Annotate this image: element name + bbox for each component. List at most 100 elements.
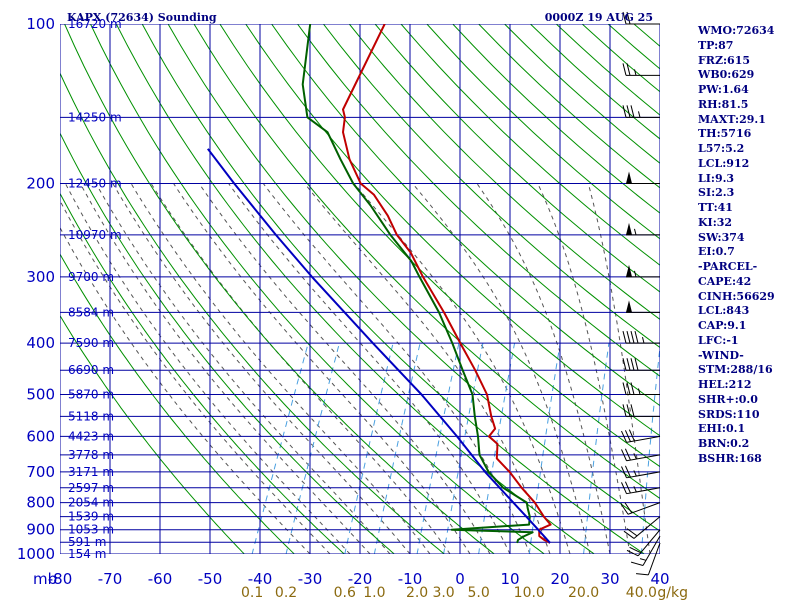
wind-barb-half <box>634 270 637 277</box>
mixing-ratio-label: 5.0 <box>467 585 489 600</box>
height-label: 14250 m <box>68 110 122 124</box>
wind-barb-full <box>624 448 631 461</box>
wind-barb <box>630 535 661 566</box>
temperature-label: -40 <box>248 570 273 588</box>
wind-barb <box>622 404 660 417</box>
wind-barb-full <box>626 528 638 537</box>
height-label: 4423 m <box>68 429 114 443</box>
index-item: LFC:-1 <box>698 333 739 347</box>
wind-barb-staff <box>637 529 661 557</box>
index-item: LCL:912 <box>698 156 750 170</box>
height-label: 16720 m <box>68 17 122 31</box>
wind-barb <box>622 105 660 118</box>
temperature-label: 10 <box>500 570 519 588</box>
temperature-label: -50 <box>198 570 223 588</box>
wind-barb-full <box>621 466 627 479</box>
height-label: 2597 m <box>68 481 114 495</box>
wind-barb-full <box>630 358 635 371</box>
wind-barb-half <box>638 388 641 395</box>
wind-barb-flag <box>626 264 632 277</box>
moist-adiabat <box>476 183 611 554</box>
pressure-label: 600 <box>26 427 55 445</box>
wind-barb-staff <box>626 471 661 479</box>
wind-barb-half <box>633 486 637 493</box>
height-label: 6690 m <box>68 363 114 377</box>
height-label: 5118 m <box>68 409 114 423</box>
height-label: 7590 m <box>68 336 114 350</box>
wind-barb-full <box>623 530 635 539</box>
wind-barb-full <box>622 330 627 344</box>
index-item: RH:81.5 <box>698 97 749 111</box>
index-item: PW:1.64 <box>698 83 749 96</box>
wind-barb-full <box>630 330 635 344</box>
wind-barb-full <box>622 63 627 76</box>
wind-barb <box>622 358 660 371</box>
wind-barb-half <box>633 470 637 477</box>
index-item: LI:9.3 <box>698 171 735 185</box>
dry-adiabat <box>60 132 396 554</box>
index-item: EI:0.7 <box>698 245 735 259</box>
temperature-label: 0 <box>455 570 465 588</box>
wind-barbs <box>620 11 661 576</box>
wind-barb-half <box>633 453 637 460</box>
wind-barb <box>626 222 660 236</box>
wind-barb-full <box>626 63 631 76</box>
wind-barb <box>621 429 661 443</box>
units-label: mb <box>33 570 57 588</box>
wind-barb-staff <box>633 516 661 539</box>
wind-barb-full <box>626 549 639 557</box>
height-label: 10970 m <box>68 228 122 242</box>
mixing-ratio-unit: g/kg <box>657 585 688 600</box>
wind-barb-half <box>642 336 645 344</box>
mixing-ratio-line <box>373 342 421 554</box>
wind-barb-full <box>628 429 635 442</box>
sounding-traces <box>207 24 552 544</box>
moist-adiabat <box>60 199 331 554</box>
temperature-label: -10 <box>398 570 423 588</box>
dry-adiabat <box>374 24 660 293</box>
wind-barb-staff <box>626 435 661 443</box>
wind-barb-full <box>630 382 635 395</box>
index-item: CAPE:42 <box>698 274 752 288</box>
wind-barb-full <box>624 465 631 478</box>
wind-barb <box>620 502 661 515</box>
wind-barb-flag <box>626 171 632 184</box>
wind-barb-full <box>622 404 627 417</box>
wind-barb-full <box>624 430 631 442</box>
mixing-ratio-line <box>443 343 484 554</box>
index-item: SW:374 <box>698 230 745 244</box>
wind-barb-full <box>629 546 641 554</box>
pressure-label: 500 <box>26 385 55 403</box>
index-item: -PARCEL- <box>698 260 758 273</box>
index-item: BSHR:168 <box>698 451 762 465</box>
index-item: SRDS:110 <box>698 407 760 421</box>
index-item: TP:87 <box>698 38 734 52</box>
moist-adiabat <box>79 183 371 554</box>
wind-barb-half <box>639 558 647 561</box>
wind-barb-half <box>638 111 641 118</box>
wind-barb-flag <box>626 300 632 313</box>
height-label: 1053 m <box>68 523 114 537</box>
index-panel: WMO:72634 TP:87 FRZ:615 WB0:629 PW:1.64 RH:81… <box>698 24 775 467</box>
wind-barb <box>636 542 661 576</box>
wind-barb-full <box>636 573 649 576</box>
wind-barb <box>621 448 661 462</box>
temperature-label: -30 <box>298 570 323 588</box>
index-item: LCL:843 <box>698 304 750 318</box>
wind-barb <box>626 300 660 313</box>
wind-barb-full <box>621 482 627 494</box>
height-label: 12450 m <box>68 177 122 191</box>
temperature-label: -70 <box>98 570 123 588</box>
wind-barb-full <box>626 105 631 118</box>
index-item: HEL:212 <box>698 378 752 391</box>
moist-adiabat <box>95 183 391 554</box>
dry-adiabat <box>297 24 660 377</box>
height-label: 5870 m <box>68 387 114 401</box>
wind-barb-staff <box>627 502 661 515</box>
wind-barb-half <box>634 69 637 76</box>
wind-barb-full <box>634 358 639 371</box>
wind-barb-full <box>630 404 635 417</box>
wind-barb-full <box>622 358 627 371</box>
mixing-ratio-label: 1.0 <box>363 585 385 600</box>
mixing-ratio-label: 2.0 <box>406 585 428 600</box>
